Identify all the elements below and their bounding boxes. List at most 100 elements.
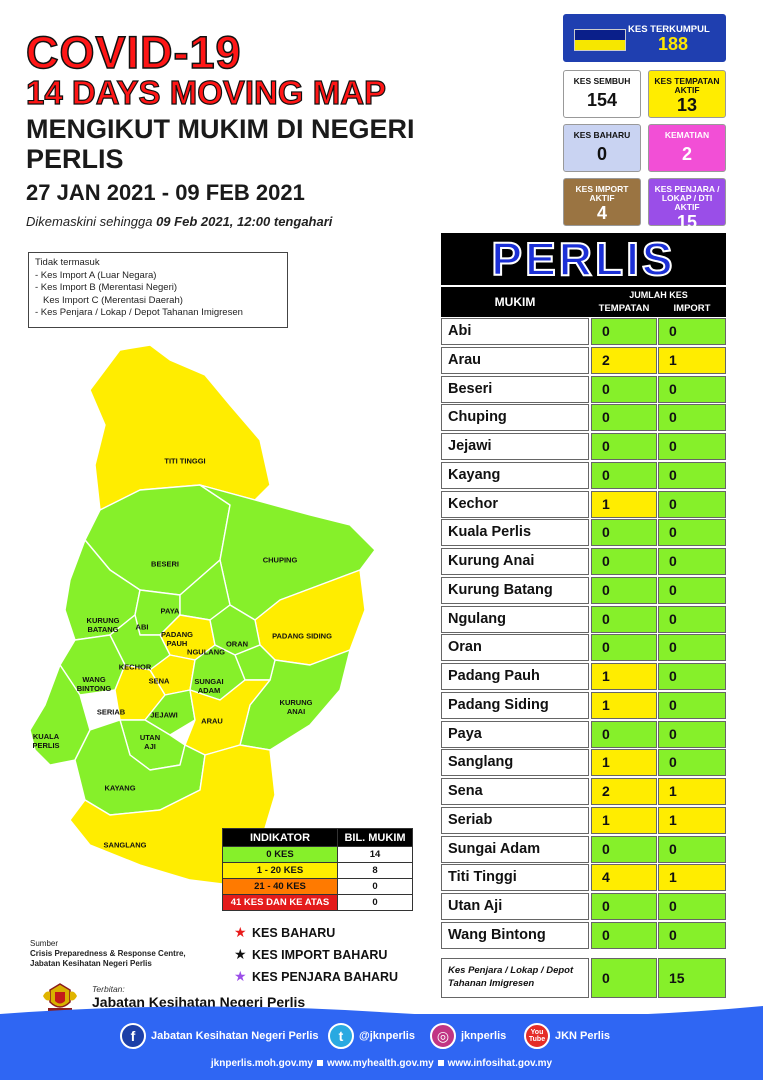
indicator-header-label: INDIKATOR — [222, 828, 338, 847]
mukim-import: 0 — [658, 720, 726, 748]
mukim-tempatan: 0 — [591, 720, 657, 748]
map-label-kurung-batang: KURUNG BATANG — [86, 616, 120, 634]
mukim-import: 1 — [658, 778, 726, 805]
table-row: Titi Tinggi 4 1 — [441, 864, 726, 893]
map-label-kurung-anai: KURUNG ANAI — [279, 698, 313, 716]
source-line1: Crisis Preparedness & Response Centre, — [30, 949, 186, 958]
map-label-titi-tinggi: TITI TINGGI — [164, 456, 206, 466]
map-label-kuala-perlis: KUALA PERLIS — [32, 732, 60, 750]
col-import: IMPORT — [673, 303, 711, 314]
mukim-name: Kurung Batang — [441, 576, 589, 604]
mukim-tempatan: 0 — [591, 921, 657, 949]
url-jknperlis[interactable]: jknperlis.moh.gov.my — [210, 1058, 313, 1069]
col-tempatan: TEMPATAN — [598, 303, 650, 314]
map-label-jejawi: JEJAWI — [150, 710, 178, 720]
url-infosihat[interactable]: www.infosihat.gov.my — [447, 1058, 553, 1069]
state-heading: PERLIS — [441, 232, 726, 286]
prison-label: Kes Penjara / Lokap / Depot Tahanan Imig… — [441, 958, 589, 998]
indicator-table: INDIKATOR BIL. MUKIM 0 KES 14 1 - 20 KES… — [222, 828, 413, 911]
exclusion-item: - Kes Penjara / Lokap / Depot Tahanan Im… — [35, 307, 243, 318]
exclusion-item: Kes Import C (Merentasi Daerah) — [43, 294, 183, 306]
table-row: Padang Siding 1 0 — [441, 691, 726, 721]
legend-label: KES BAHARU — [252, 926, 336, 940]
stat-baharu: KES BAHARU 0 — [563, 124, 641, 172]
stat-sembuh: KES SEMBUH 154 — [563, 70, 641, 118]
mukim-tempatan: 0 — [591, 519, 657, 547]
legend-item: ★ KES BAHARU — [234, 922, 398, 944]
publisher-name: Jabatan Kesihatan Negeri Perlis — [92, 994, 306, 1010]
table-row: Chuping 0 0 — [441, 404, 726, 433]
map-label-seriab: SERIAB — [96, 707, 126, 717]
state-crest-icon — [43, 983, 77, 1012]
table-row: Kuala Perlis 0 0 — [441, 519, 726, 548]
mukim-import: 0 — [658, 461, 726, 489]
map-label-sungai-adam: SUNGAI ADAM — [194, 677, 224, 695]
indicator-count: 8 — [337, 862, 413, 879]
table-row: Beseri 0 0 — [441, 375, 726, 405]
source-label: Sumber — [30, 939, 59, 948]
table-row: Sena 2 1 — [441, 778, 726, 807]
map-label-sanglang: SANGLANG — [103, 840, 147, 850]
col-jumlah: JUMLAH KES — [629, 290, 688, 300]
title-covid: COVID-19 — [25, 27, 242, 78]
mukim-tempatan: 0 — [591, 835, 657, 863]
twitter-icon: t — [328, 1023, 354, 1049]
mukim-name: Oran — [441, 634, 589, 662]
mukim-name: Utan Aji — [441, 893, 589, 920]
twitter-link[interactable]: t @jknperlis — [328, 1022, 415, 1050]
facebook-link[interactable]: f Jabatan Kesihatan Negeri Perlis — [120, 1022, 319, 1050]
mukim-name: Kayang — [441, 461, 589, 489]
state-name: PERLIS — [490, 232, 676, 286]
map-label-chuping: CHUPING — [262, 555, 298, 565]
map-label-beseri: BESERI — [151, 559, 179, 569]
mukim-name: Seriab — [441, 806, 589, 834]
stat-kematian-value: 2 — [681, 144, 692, 164]
prison-import: 15 — [658, 958, 726, 998]
twitter-text: @jknperlis — [359, 1030, 415, 1042]
region-titi-tinggi — [89, 345, 271, 511]
mukim-import: 0 — [658, 375, 726, 403]
mukim-tempatan: 0 — [591, 576, 657, 604]
mukim-import: 0 — [658, 893, 726, 920]
youtube-icon: You Tube — [524, 1023, 550, 1049]
map-label-kechor: KECHOR — [118, 662, 152, 672]
region-arau — [184, 679, 271, 756]
stat-total: KES TERKUMPUL 188 — [563, 14, 726, 62]
mukim-tempatan: 0 — [591, 404, 657, 432]
mukim-import: 0 — [658, 691, 726, 719]
mukim-tempatan: 0 — [591, 605, 657, 633]
mukim-import: 1 — [658, 346, 726, 374]
indicator-header-count: BIL. MUKIM — [337, 828, 413, 847]
mukim-name: Sena — [441, 778, 589, 805]
youtube-text: JKN Perlis — [555, 1030, 611, 1042]
exclusion-item: - Kes Import B (Merentasi Negeri) — [35, 282, 178, 293]
stat-penjara-label: KES PENJARA / LOKAP / DTI AKTIF — [654, 184, 720, 212]
url-myhealth[interactable]: www.myhealth.gov.my — [326, 1058, 434, 1069]
source-note: Sumber Crisis Preparedness & Response Ce… — [30, 939, 186, 969]
table-row: Kurung Batang 0 0 — [441, 576, 726, 606]
mukim-import: 0 — [658, 749, 726, 777]
mukim-import: 0 — [658, 490, 726, 518]
mukim-import: 0 — [658, 663, 726, 690]
mukim-import: 0 — [658, 548, 726, 575]
mukim-tempatan: 1 — [591, 806, 657, 834]
stat-tempatan-aktif: KES TEMPATAN AKTIF 13 — [648, 70, 726, 118]
map-label-kayang: KAYANG — [104, 783, 136, 793]
mukim-name: Kurung Anai — [441, 548, 589, 575]
updated-note: Dikemaskini sehingga 09 Feb 2021, 12:00 … — [26, 214, 332, 229]
mukim-tempatan: 2 — [591, 346, 657, 374]
youtube-link[interactable]: You Tube JKN Perlis — [524, 1022, 610, 1050]
table-row: Kurung Anai 0 0 — [441, 548, 726, 577]
mukim-tempatan: 2 — [591, 778, 657, 805]
mukim-import: 0 — [658, 519, 726, 547]
mukim-name: Sungai Adam — [441, 835, 589, 863]
date-range: 27 JAN 2021 - 09 FEB 2021 — [26, 180, 305, 205]
table-row: Utan Aji 0 0 — [441, 893, 726, 922]
mukim-name: Padang Pauh — [441, 663, 589, 690]
map-label-sena: SENA — [148, 676, 170, 686]
stat-kematian-label: KEMATIAN — [664, 130, 710, 140]
instagram-link[interactable]: ◎ jknperlis — [430, 1022, 506, 1050]
mukim-name: Kuala Perlis — [441, 519, 589, 547]
table-row: Sungai Adam 0 0 — [441, 835, 726, 865]
exclusions-box: Tidak termasuk - Kes Import A (Luar Nega… — [28, 252, 288, 328]
